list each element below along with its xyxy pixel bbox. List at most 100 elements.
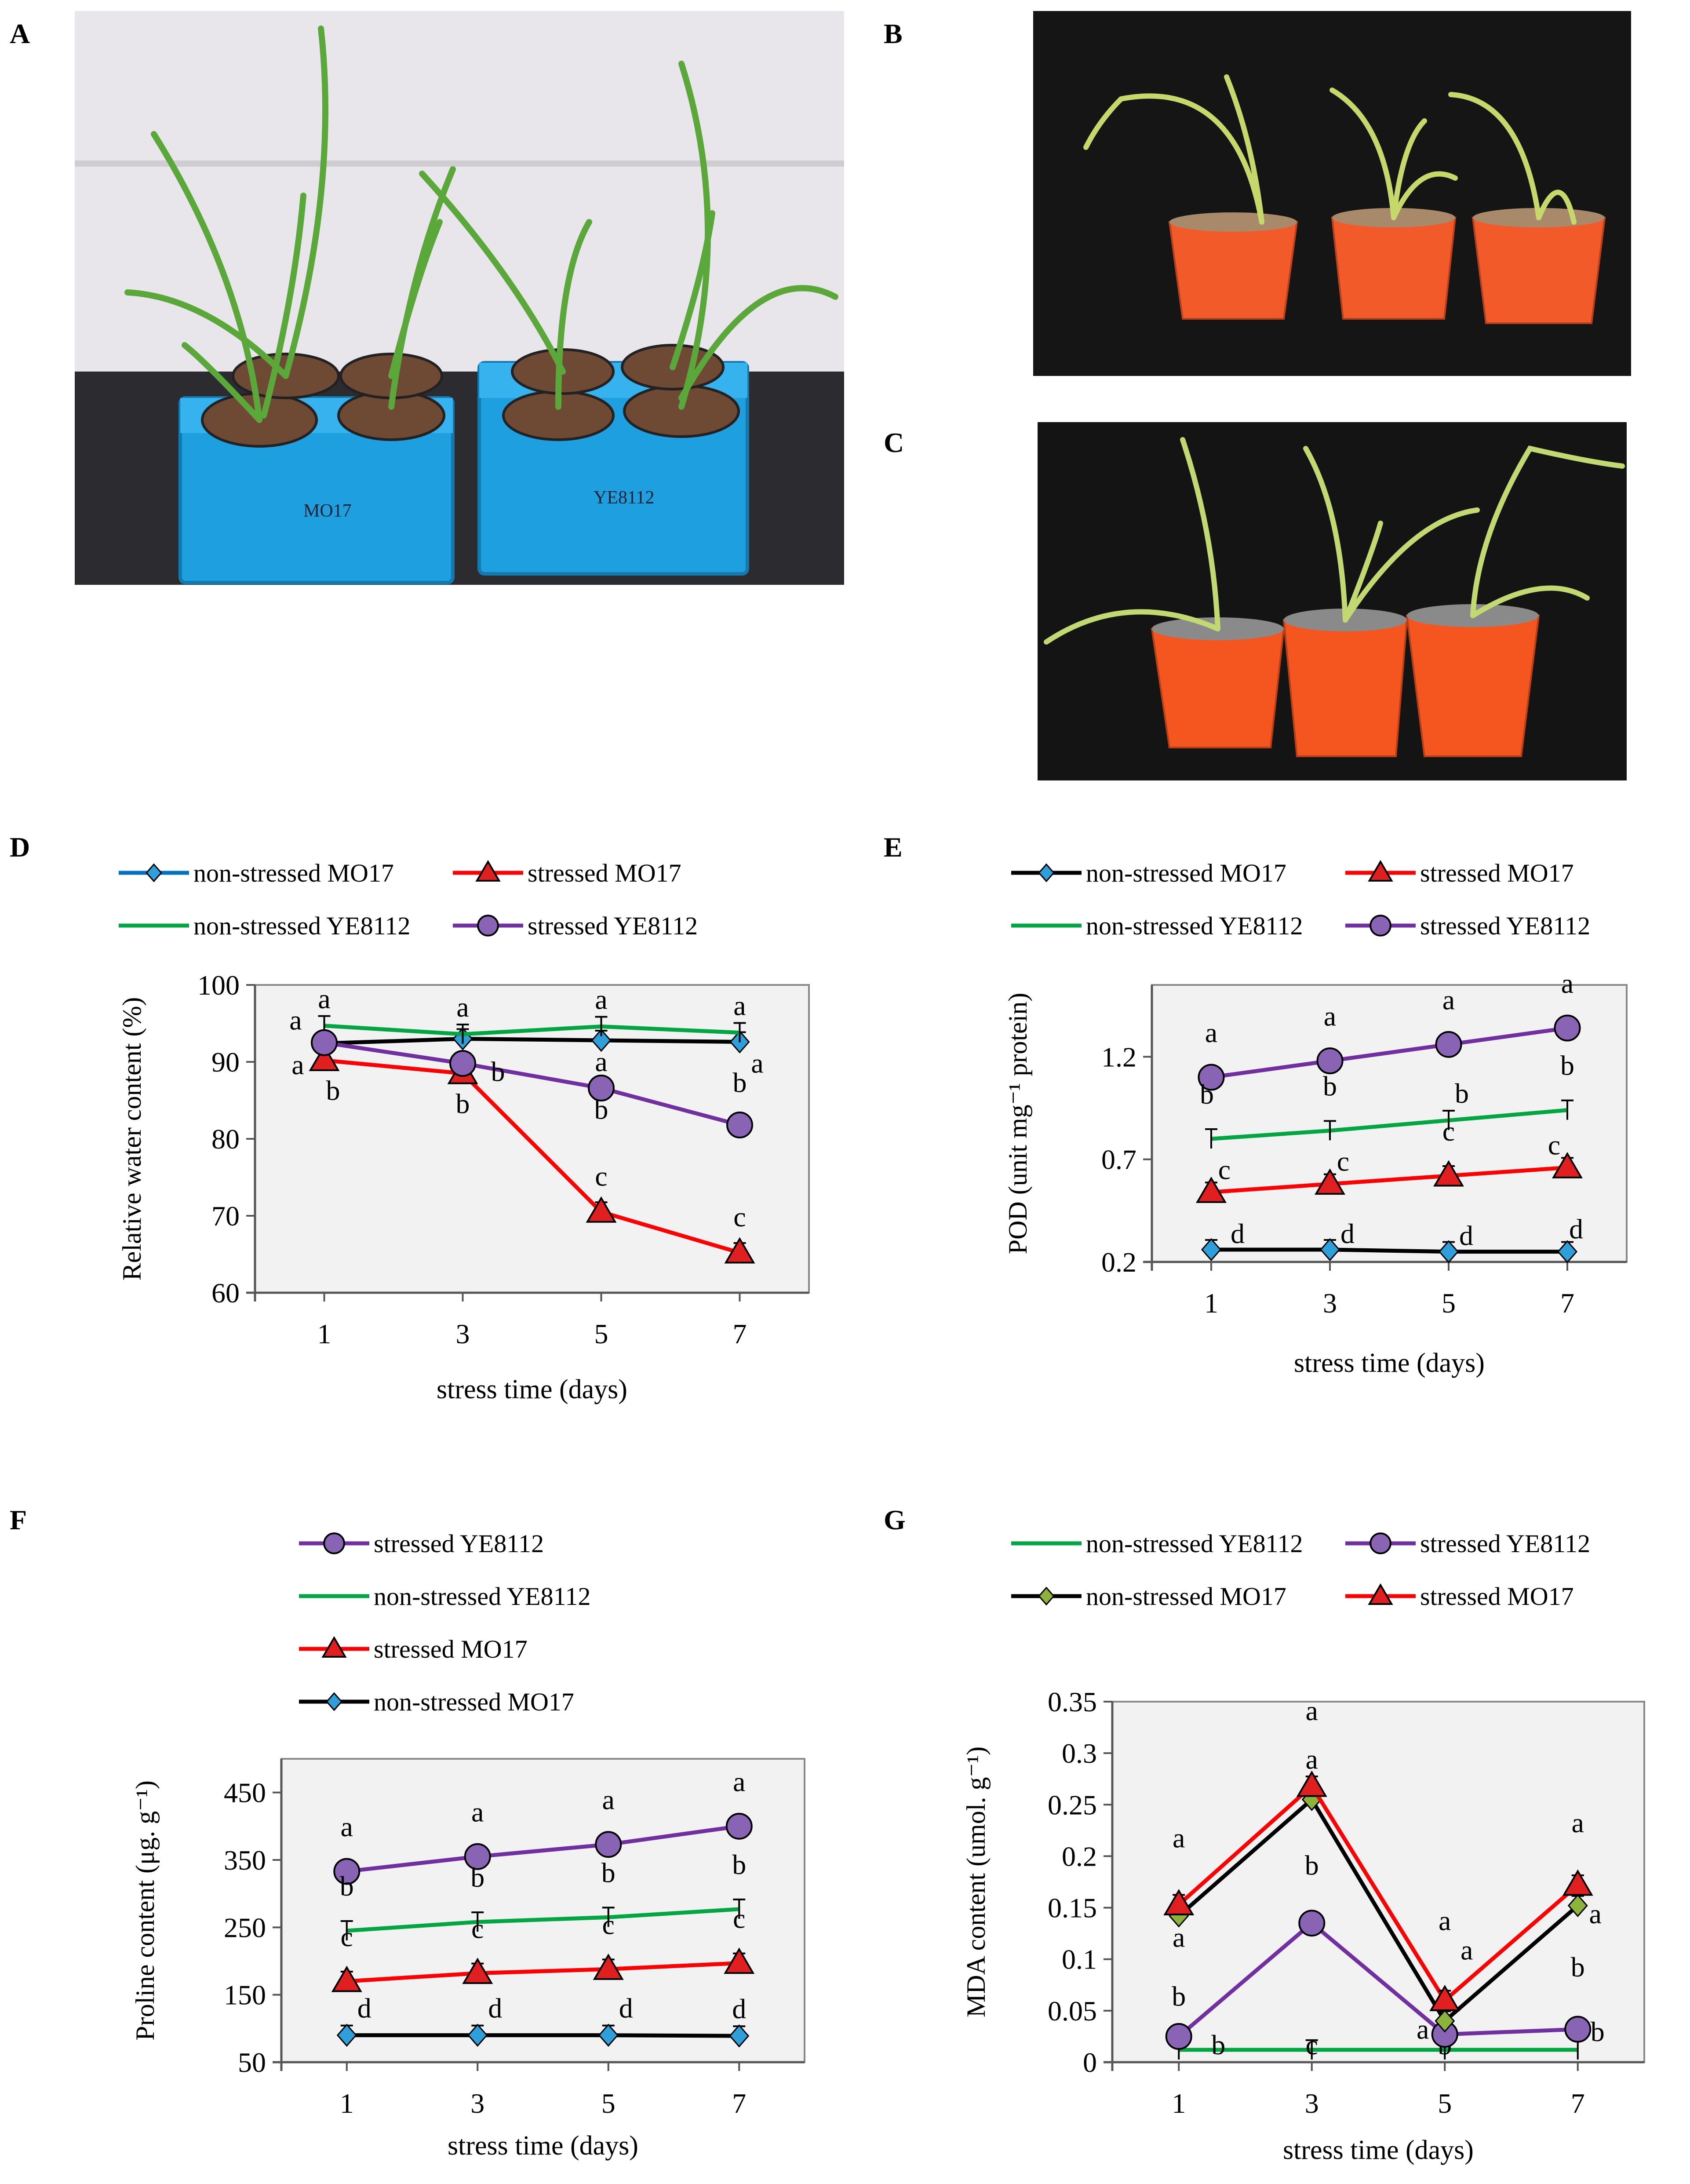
legend-marker-diamond_olive bbox=[1038, 1586, 1055, 1606]
data-point-diamond bbox=[598, 2024, 619, 2047]
x-tick-label: 7 bbox=[1560, 1287, 1574, 1319]
legend-marker-triangle bbox=[1368, 1583, 1393, 1605]
y-axis-label: Relative water content (%) bbox=[117, 997, 146, 1281]
data-point-triangle bbox=[331, 1965, 362, 1992]
data-point-circle bbox=[333, 1858, 361, 1885]
legend-label: non-stressed YE8112 bbox=[1086, 912, 1303, 940]
legend-label: stressed MO17 bbox=[374, 1635, 528, 1663]
legend-label: non-stressed YE8112 bbox=[374, 1582, 590, 1611]
data-point-triangle bbox=[1433, 1160, 1464, 1187]
photo-a-seedlings-trays: MO17 YE8112 bbox=[75, 11, 844, 585]
significance-letter: a bbox=[733, 990, 746, 1021]
legend-marker-diamond bbox=[1038, 863, 1055, 882]
x-axis-label: stress time (days) bbox=[437, 1375, 627, 1404]
significance-letter: a bbox=[1439, 1905, 1451, 1936]
significance-letter: c bbox=[733, 1903, 745, 1934]
significance-letter: c bbox=[1306, 2029, 1318, 2060]
data-point-diamond bbox=[1439, 1240, 1459, 1263]
data-point-triangle bbox=[586, 1196, 617, 1223]
significance-letter: c bbox=[341, 1921, 353, 1952]
data-point-triangle bbox=[1296, 1770, 1327, 1797]
y-tick-label: 150 bbox=[224, 1980, 266, 2011]
significance-letter: a bbox=[733, 1766, 745, 1797]
y-tick-label: 0.1 bbox=[1062, 1944, 1097, 1975]
data-point-triangle bbox=[593, 1953, 624, 1980]
significance-letter: d bbox=[1569, 1214, 1583, 1245]
data-point-diamond bbox=[1201, 1238, 1221, 1262]
data-point-diamond bbox=[467, 2024, 488, 2047]
series-line-stressed-ye8112 bbox=[1211, 1026, 1568, 1079]
series-line-stressed-ye8112 bbox=[346, 1824, 739, 1874]
data-point-diamond bbox=[1557, 1240, 1577, 1263]
y-tick-label: 1.2 bbox=[1101, 1041, 1136, 1072]
legend-marker-circle bbox=[323, 1532, 345, 1554]
significance-letter: a bbox=[291, 1049, 304, 1080]
data-point-circle bbox=[1435, 1031, 1462, 1058]
x-tick-label: 1 bbox=[1172, 2088, 1186, 2119]
panel-label-e: E bbox=[884, 831, 903, 863]
x-tick-label: 7 bbox=[732, 2088, 746, 2119]
significance-letter: a bbox=[1173, 1921, 1185, 1953]
photo-b-illustration bbox=[1033, 11, 1631, 376]
data-point-diamond_olive bbox=[1435, 2009, 1455, 2033]
y-tick-label: 50 bbox=[238, 2047, 266, 2078]
legend-marker-circle bbox=[1369, 915, 1391, 937]
significance-letter: d bbox=[488, 1993, 502, 2024]
data-point-circle bbox=[1564, 2016, 1592, 2043]
panel-label-b: B bbox=[884, 18, 903, 49]
significance-letter: b bbox=[1591, 2016, 1605, 2047]
significance-letter: c bbox=[471, 1913, 484, 1944]
legend-label: non-stressed MO17 bbox=[1086, 1582, 1286, 1611]
significance-letter: c bbox=[595, 1160, 607, 1192]
panel-label-a: A bbox=[10, 18, 30, 49]
tray-label-ye8112: YE8112 bbox=[594, 488, 654, 508]
panel-label-f: F bbox=[10, 1504, 27, 1535]
data-point-triangle bbox=[1315, 1168, 1345, 1195]
significance-letter: b bbox=[733, 1067, 747, 1098]
data-point-circle bbox=[1165, 2023, 1192, 2050]
significance-letter: c bbox=[602, 1909, 615, 1940]
significance-letter: c bbox=[1548, 1129, 1560, 1160]
legend-marker-circle bbox=[1369, 1532, 1391, 1554]
significance-letter: a bbox=[595, 1046, 607, 1077]
significance-letter: a bbox=[1589, 1898, 1602, 1929]
significance-letter: c bbox=[1442, 1116, 1455, 1147]
panel-label-c: C bbox=[884, 427, 904, 458]
significance-letter: b bbox=[601, 1857, 616, 1888]
y-tick-label: 450 bbox=[224, 1777, 266, 1808]
y-tick-label: 0.2 bbox=[1062, 1841, 1097, 1872]
series-line-non-stressed-ye8112 bbox=[346, 1907, 739, 1933]
significance-letter: b bbox=[1200, 1079, 1214, 1110]
data-point-triangle bbox=[462, 1958, 493, 1984]
y-tick-label: 90 bbox=[211, 1046, 240, 1078]
x-axis-label: stress time (days) bbox=[1283, 2135, 1474, 2165]
significance-letter: b bbox=[732, 1849, 746, 1880]
data-point-circle bbox=[1554, 1014, 1581, 1042]
significance-letter: a bbox=[1461, 1934, 1473, 1965]
significance-letter: b bbox=[1211, 2029, 1225, 2060]
significance-letter: c bbox=[1337, 1146, 1349, 1177]
data-point-triangle bbox=[724, 1947, 755, 1974]
tray-label-mo17: MO17 bbox=[303, 501, 352, 521]
x-tick-label: 5 bbox=[1442, 1287, 1456, 1319]
data-point-circle bbox=[595, 1831, 622, 1858]
y-tick-label: 0.35 bbox=[1048, 1686, 1097, 1717]
chart-d: 100 90 80 70 60 1 3 5 7 stress time (days) Relativ… bbox=[117, 859, 810, 1404]
photo-b-stressed-pots bbox=[1033, 11, 1631, 376]
series-line-non-stressed-mo17 bbox=[324, 1036, 740, 1046]
significance-letter: a bbox=[341, 1811, 353, 1842]
panel-label-d: D bbox=[10, 831, 30, 863]
series-line-non-stressed-mo17 bbox=[1177, 1796, 1579, 2024]
data-point-circle bbox=[464, 1843, 491, 1870]
significance-letter: b bbox=[1172, 1980, 1186, 2012]
data-point-diamond bbox=[591, 1028, 612, 1052]
significance-letter: a bbox=[595, 984, 607, 1015]
legend-marker-triangle bbox=[475, 860, 501, 882]
data-point-diamond bbox=[729, 2024, 750, 2048]
significance-letter: b bbox=[1455, 1078, 1469, 1109]
y-tick-label: 0.05 bbox=[1048, 1995, 1097, 2027]
y-tick-label: 60 bbox=[211, 1277, 240, 1309]
x-tick-label: 1 bbox=[340, 2088, 354, 2119]
x-axis-label: stress time (days) bbox=[1294, 1348, 1485, 1378]
